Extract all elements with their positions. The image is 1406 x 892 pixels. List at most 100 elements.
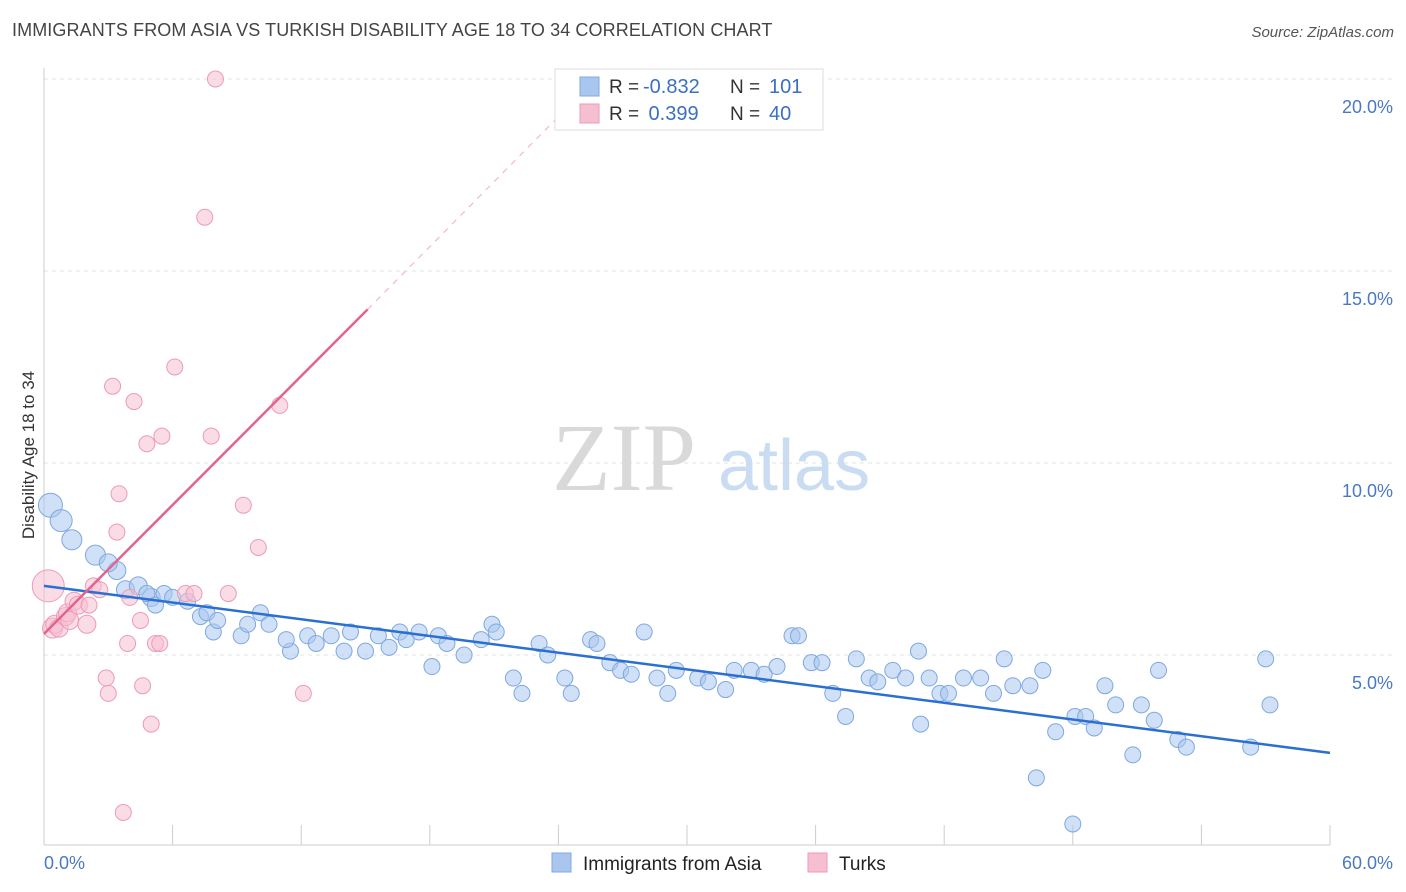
point-asia-41 [487,623,505,641]
point-asia-67 [813,654,831,672]
point-asia-52 [622,665,640,683]
point-asia-98 [1150,661,1168,679]
point-asia-17 [209,611,227,629]
point-turks-36 [271,396,289,414]
x-tick-labels: 0.0% 60.0% [44,853,1393,873]
point-asia-2 [61,529,83,551]
legend-box-n-label-turks: N = [730,104,760,125]
point-turks-26 [153,427,171,445]
legend-box-r-value-turks: 0.399 [643,103,699,125]
point-turks-34 [234,496,252,514]
trend-line-turks-extension [367,105,570,310]
point-asia-81 [972,669,990,687]
chart-title: IMMIGRANTS FROM ASIA VS TURKISH DISABILI… [12,20,773,40]
chart-source: Source: ZipAtlas.com [1251,24,1394,41]
point-asia-44 [530,634,548,652]
legend-box-n-value-turks: 40 [769,103,791,125]
x-tick-label-0: 0.0% [44,853,85,873]
point-asia-96 [1027,769,1045,787]
point-asia-85 [1021,677,1039,695]
point-asia-34 [410,623,428,641]
point-asia-47 [562,684,580,702]
point-asia-83 [995,650,1013,668]
point-asia-42 [504,669,522,687]
bottom-legend: Immigrants from Asia Turks [551,852,886,875]
point-asia-26 [322,627,340,645]
point-asia-84 [1004,677,1022,695]
point-turks-18 [119,634,137,652]
point-turks-31 [185,585,203,603]
point-turks-17 [110,485,128,503]
point-asia-54 [648,669,666,687]
point-turks-22 [134,677,152,695]
point-asia-56 [667,661,685,679]
point-asia-74 [897,669,915,687]
grid-lines [44,78,1393,656]
point-turks-27 [166,358,184,376]
legend-box-r-label-asia: R = [609,77,639,98]
point-asia-75 [909,642,927,660]
point-asia-80 [954,669,972,687]
point-asia-27 [335,642,353,660]
point-turks-10 [80,596,98,614]
point-asia-35 [423,658,441,676]
watermark-zip: ZIP [552,404,696,511]
point-asia-65 [789,627,807,645]
point-asia-30 [369,627,387,645]
point-turks-30 [202,427,220,445]
point-turks-14 [99,684,117,702]
legend-box-n-value-asia: 101 [769,76,802,98]
point-asia-59 [717,681,735,699]
point-asia-28 [341,623,359,641]
point-asia-63 [768,658,786,676]
bottom-legend-label-turks: Turks [839,854,886,875]
point-turks-33 [219,585,237,603]
point-asia-33 [397,631,415,649]
point-asia-101 [1261,696,1279,714]
point-asia-1 [49,509,73,533]
y-tick-labels: 5.0% 10.0% 15.0% 20.0% [1342,97,1393,693]
point-asia-86 [1034,661,1052,679]
point-asia-55 [659,684,677,702]
point-asia-100 [1177,738,1195,756]
point-asia-21 [260,615,278,633]
legend-box: R = -0.832 N = 101 R = 0.399 N = 40 [554,68,824,131]
series-turks [31,70,312,821]
point-asia-94 [1132,696,1150,714]
trend-lines [43,105,1331,755]
bottom-legend-swatch-turks [807,852,828,873]
point-turks-9 [77,614,97,634]
point-asia-46 [556,669,574,687]
legend-box-swatch-asia [579,76,600,97]
point-asia-82 [984,684,1002,702]
legend-box-frame [554,68,824,131]
series-immigrants-from-asia [37,492,1279,833]
legend-box-r-label-turks: R = [609,104,639,125]
point-asia-25 [307,634,325,652]
point-turks-29 [196,208,214,226]
point-asia-76 [912,715,930,733]
point-asia-102 [1257,650,1275,668]
axes [43,68,1331,846]
y-axis-title: Disability Age 18 to 34 [19,371,38,539]
point-turks-24 [142,715,160,733]
legend-box-swatch-turks [579,103,600,124]
point-asia-91 [1096,677,1114,695]
point-asia-79 [939,684,957,702]
point-turks-39 [151,634,169,652]
point-turks-20 [125,393,143,411]
legend-box-r-value-asia: -0.832 [643,76,700,98]
point-turks-32 [206,70,224,88]
y-tick-label-5: 5.0% [1352,673,1393,693]
point-asia-72 [869,673,887,691]
point-turks-35 [249,538,267,556]
point-turks-16 [108,523,126,541]
point-asia-92 [1107,696,1125,714]
point-turks-38 [114,803,132,821]
bottom-legend-swatch-asia [551,852,572,873]
y-tick-label-15: 15.0% [1342,289,1393,309]
trend-line-turks [43,308,369,635]
point-asia-95 [1145,711,1163,729]
point-asia-69 [837,707,855,725]
